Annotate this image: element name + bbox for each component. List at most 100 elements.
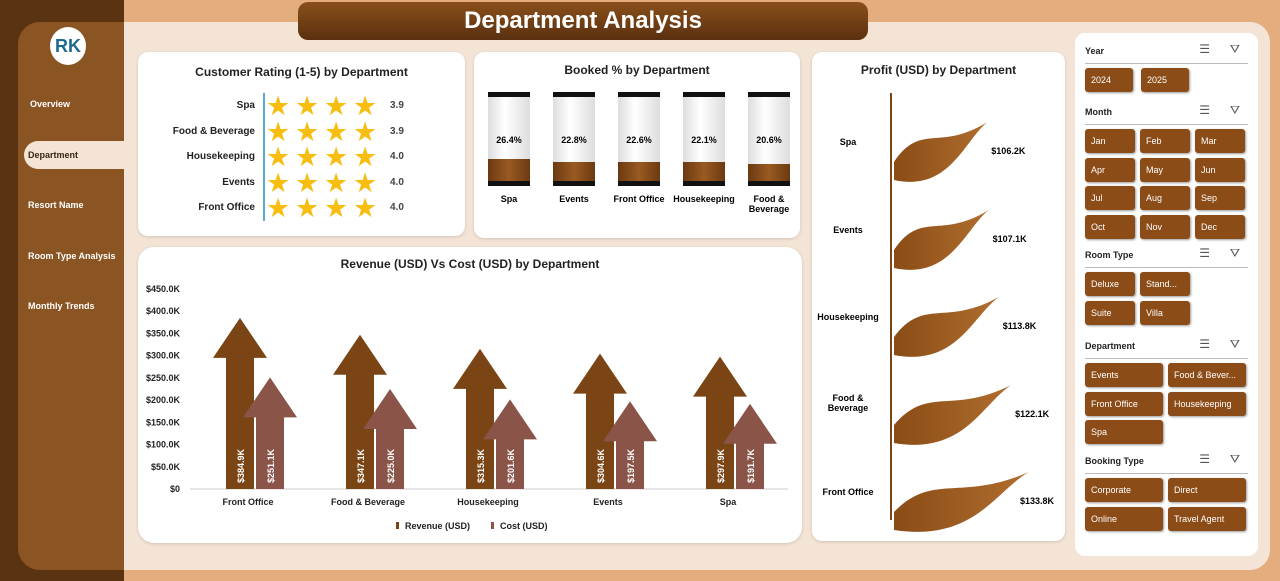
slicer-button[interactable]: Spa [1085,420,1163,444]
star-icon: ★ [295,91,320,121]
multi-select-icon[interactable]: ☰ [1199,103,1210,117]
bar-data-label: $191.7K [746,448,756,483]
profit-label: Food & Beverage [827,392,869,413]
clear-filter-icon[interactable]: ⛛ [1229,246,1240,260]
slicer-title: Room Type [1085,250,1134,260]
rating-card: Customer Rating (1-5) by Department Spa ★… [138,52,465,236]
star-icon: ★ [324,91,349,121]
slicer-button[interactable]: Aug [1140,186,1190,210]
axis-tick [263,118,265,145]
x-tick-label: Housekeeping [457,497,519,507]
rating-value: 4.0 [390,151,404,162]
rating-label: Food & Beverage [172,125,255,137]
slicer-title: Booking Type [1085,456,1144,466]
slicer-button[interactable]: Sep [1195,186,1245,210]
arrow-bar-revenue [453,348,507,489]
profit-flag [892,122,988,187]
slicer-button[interactable]: Suite [1085,300,1135,325]
y-tick-label: $100.0K [146,440,181,450]
slicer-title: Year [1085,46,1105,56]
clear-filter-icon[interactable]: ⛛ [1229,337,1240,351]
slicer-button[interactable]: Jan [1085,129,1135,153]
clear-filter-icon[interactable]: ⛛ [1229,42,1240,56]
profit-card: Profit (USD) by Department Spa $106.2K Eve… [812,52,1065,541]
arrow-bar-cost [603,401,657,489]
slicer-button[interactable]: Online [1085,506,1163,531]
profit-title: Profit (USD) by Department [860,63,1017,77]
x-tick-label: Front Office [223,497,274,507]
rating-label: Events [222,176,255,188]
slicer-button[interactable]: May [1140,157,1190,182]
profit-value: $133.8K [1020,496,1055,506]
arrow-bar-cost [483,399,537,489]
star-icon: ★ [353,193,378,223]
slicer-button[interactable]: Front Office [1085,391,1163,416]
multi-select-icon[interactable]: ☰ [1199,337,1210,351]
divider [1085,124,1248,125]
booked-cylinder: 22.8% [553,92,595,186]
clear-filter-icon[interactable]: ⛛ [1229,452,1240,466]
slicer-button[interactable]: Travel Agent [1168,506,1246,531]
booked-value: 20.6% [756,135,782,145]
slicer-button[interactable]: Direct [1168,478,1246,502]
nav-room-type-analysis[interactable]: Room Type Analysis [28,251,116,261]
bar-data-label: $225.0K [386,448,396,483]
slicer-button[interactable]: Events [1085,363,1163,387]
slicer-button[interactable]: Mar [1195,129,1245,153]
profit-flag [892,384,1012,450]
slicer-button[interactable]: Apr [1085,157,1135,182]
rating-value: 4.0 [390,202,404,213]
y-tick-label: $450.0K [146,284,181,294]
arrow-bar-cost [243,377,297,489]
multi-select-icon[interactable]: ☰ [1199,246,1210,260]
rating-value: 3.9 [390,125,404,137]
star-icon: ★ [353,116,378,147]
rating-label: Front Office [198,202,255,213]
multi-select-icon[interactable]: ☰ [1199,452,1210,466]
slicer-button[interactable]: Oct [1085,214,1135,239]
slicer-button[interactable]: Corporate [1085,478,1163,502]
rating-label: Spa [236,100,255,111]
arrow-bar-revenue [573,353,627,489]
y-tick-label: $400.0K [146,306,181,316]
slicer-button[interactable]: Feb [1140,129,1190,153]
bar-data-label: $315.3K [476,448,486,483]
star-icon: ★ [324,116,349,147]
booked-cylinder: 22.6% [618,92,660,186]
rating-label: Housekeeping [186,151,255,162]
divider [1085,473,1248,474]
revenue-cost-card: $0 $50.0K $100.0K $150.0K $200.0K $250.0K $300… [138,247,802,543]
nav-department[interactable]: Department [24,141,124,169]
slicer-button[interactable]: Dec [1195,214,1245,239]
booked-label: Food & Beverage [748,194,790,214]
slicer-button[interactable]: Stand... [1140,272,1190,296]
nav-monthly-trends[interactable]: Monthly Trends [28,301,95,311]
nav-resort-name[interactable]: Resort Name [28,200,84,210]
y-tick-label: $250.0K [146,373,181,383]
star-icon: ★ [295,142,320,172]
slicer-button[interactable]: Jun [1195,157,1245,182]
slicer-button[interactable]: Housekeeping [1168,391,1246,416]
bar-data-label: $384.9K [236,448,246,483]
slicer-button[interactable]: Deluxe [1085,272,1135,296]
slicer-button[interactable]: Villa [1140,300,1190,325]
clear-filter-icon[interactable]: ⛛ [1229,103,1240,117]
rating-value: 4.0 [390,176,404,188]
slicer-button[interactable]: Food & Bever... [1168,363,1246,387]
slicer-title: Month [1085,107,1112,117]
y-tick-label: $300.0K [146,351,181,361]
booked-fill [683,162,725,181]
slicer-button[interactable]: Nov [1140,214,1190,239]
slicer-button[interactable]: 2025 [1141,68,1189,92]
slicer-panel: Year ☰ ⛛ 2024 2025 Month ☰ ⛛ Jan Feb Mar Apr May Jun J… [1075,33,1258,556]
booked-fill [748,163,790,181]
nav-overview[interactable]: Overview [30,99,71,109]
profit-flag [892,472,1029,537]
multi-select-icon[interactable]: ☰ [1199,42,1210,56]
profit-value: $113.8K [1002,321,1037,331]
slicer-button[interactable]: Jul [1085,186,1135,210]
x-tick-label: Food & Beverage [331,497,405,507]
star-icon: ★ [266,193,291,223]
slicer-button[interactable]: 2024 [1085,68,1133,92]
star-icon: ★ [266,116,291,147]
